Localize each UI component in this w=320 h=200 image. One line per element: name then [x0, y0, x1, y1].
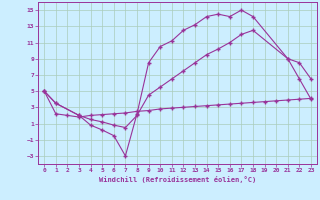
- X-axis label: Windchill (Refroidissement éolien,°C): Windchill (Refroidissement éolien,°C): [99, 176, 256, 183]
